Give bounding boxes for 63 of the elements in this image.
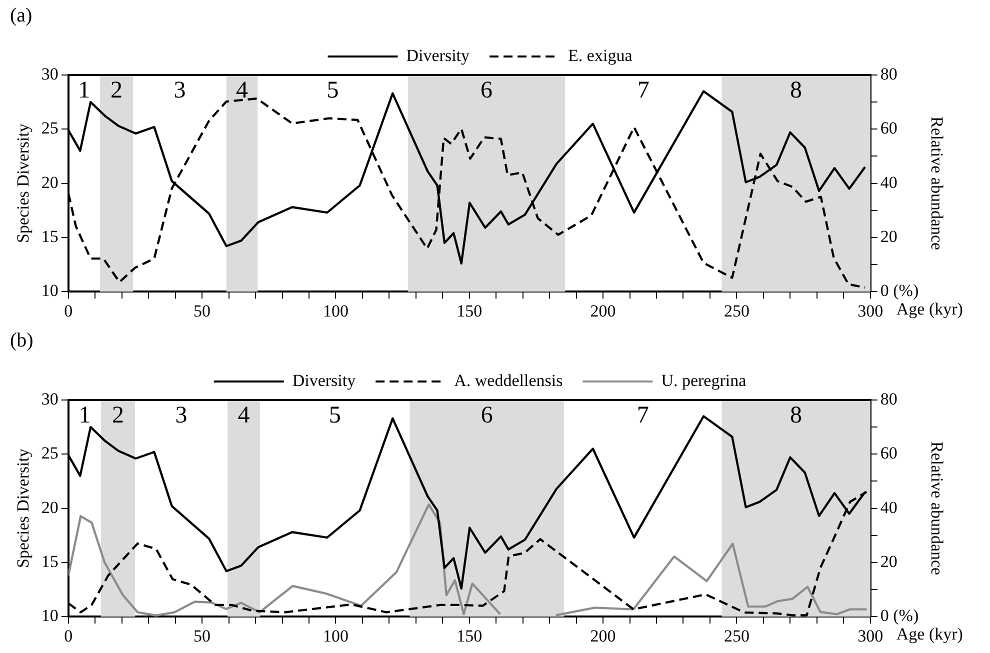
legend-label: A. weddellensis <box>454 370 563 390</box>
legend-label: E. exigua <box>568 46 633 65</box>
annotation: 3 <box>175 402 188 428</box>
y2-tick-label: 20 <box>880 552 898 571</box>
chart-title: (b) <box>10 329 34 352</box>
band-label: 6 <box>480 402 493 428</box>
annotation: 5 <box>326 77 339 104</box>
y-tick-label: 25 <box>41 118 58 138</box>
x-tick-label: 200 <box>590 626 616 646</box>
x-tick-label: 50 <box>194 301 211 320</box>
annotation: 1 <box>78 77 90 104</box>
x-tick-label: 0 <box>64 301 73 320</box>
y-tick-label: 25 <box>41 444 58 463</box>
x-tick-label: 300 <box>858 301 884 320</box>
y-tick-label: 10 <box>41 606 58 626</box>
y-axis-title: Species Diversity <box>14 123 33 244</box>
y-tick-label: 30 <box>41 389 58 408</box>
x-tick-label: 200 <box>590 301 616 320</box>
y2-tick-label: 0 (%) <box>880 606 919 626</box>
band-label: 4 <box>236 77 248 104</box>
x-axis-title: Age (kyr) <box>896 624 963 644</box>
band-label: 4 <box>238 402 250 428</box>
x-tick-label: 300 <box>858 626 884 646</box>
band-label: 8 <box>790 402 802 428</box>
band-label: 2 <box>112 402 124 428</box>
band-label: 6 <box>480 77 492 104</box>
band-label: 2 <box>110 77 123 104</box>
y2-axis-title: Relative abundance <box>927 116 946 250</box>
y2-tick-label: 40 <box>880 172 898 192</box>
legend-label: Diversity <box>292 370 356 390</box>
annotation: 1 <box>78 402 91 428</box>
legend-label: Diversity <box>406 46 470 65</box>
y2-axis-title: Relative abundance <box>927 442 946 576</box>
y-tick-label: 30 <box>41 64 58 84</box>
y2-tick-label: 40 <box>880 498 898 517</box>
x-axis-title: Age (kyr) <box>896 300 963 319</box>
y-tick-label: 20 <box>41 172 58 192</box>
x-tick-label: 100 <box>322 301 348 320</box>
y-tick-label: 15 <box>41 552 58 571</box>
chart-title: (a) <box>10 4 32 26</box>
y2-tick-label: 60 <box>880 444 898 463</box>
legend-label: U. peregrina <box>661 370 747 390</box>
annotation: 7 <box>636 402 649 428</box>
y-axis-title: Species Diversity <box>14 448 33 568</box>
y2-tick-label: 60 <box>880 118 898 138</box>
annotation: 5 <box>328 402 341 428</box>
annotation: 7 <box>637 77 650 104</box>
x-tick-label: 150 <box>456 301 482 320</box>
x-tick-label: 150 <box>456 626 482 646</box>
annotation: 3 <box>174 77 186 104</box>
y2-tick-label: 80 <box>880 64 898 84</box>
y-tick-label: 15 <box>41 226 58 246</box>
x-tick-label: 100 <box>322 626 348 646</box>
band-label: 8 <box>790 77 802 104</box>
x-tick-label: 50 <box>194 626 211 646</box>
x-tick-label: 250 <box>724 301 750 320</box>
y2-tick-label: 20 <box>880 226 898 246</box>
y2-tick-label: 80 <box>880 389 898 408</box>
x-tick-label: 0 <box>64 626 73 646</box>
x-tick-label: 250 <box>724 626 750 646</box>
y2-tick-label: 0 (%) <box>880 281 919 300</box>
y-tick-label: 20 <box>41 498 58 517</box>
y-tick-label: 10 <box>41 281 58 300</box>
